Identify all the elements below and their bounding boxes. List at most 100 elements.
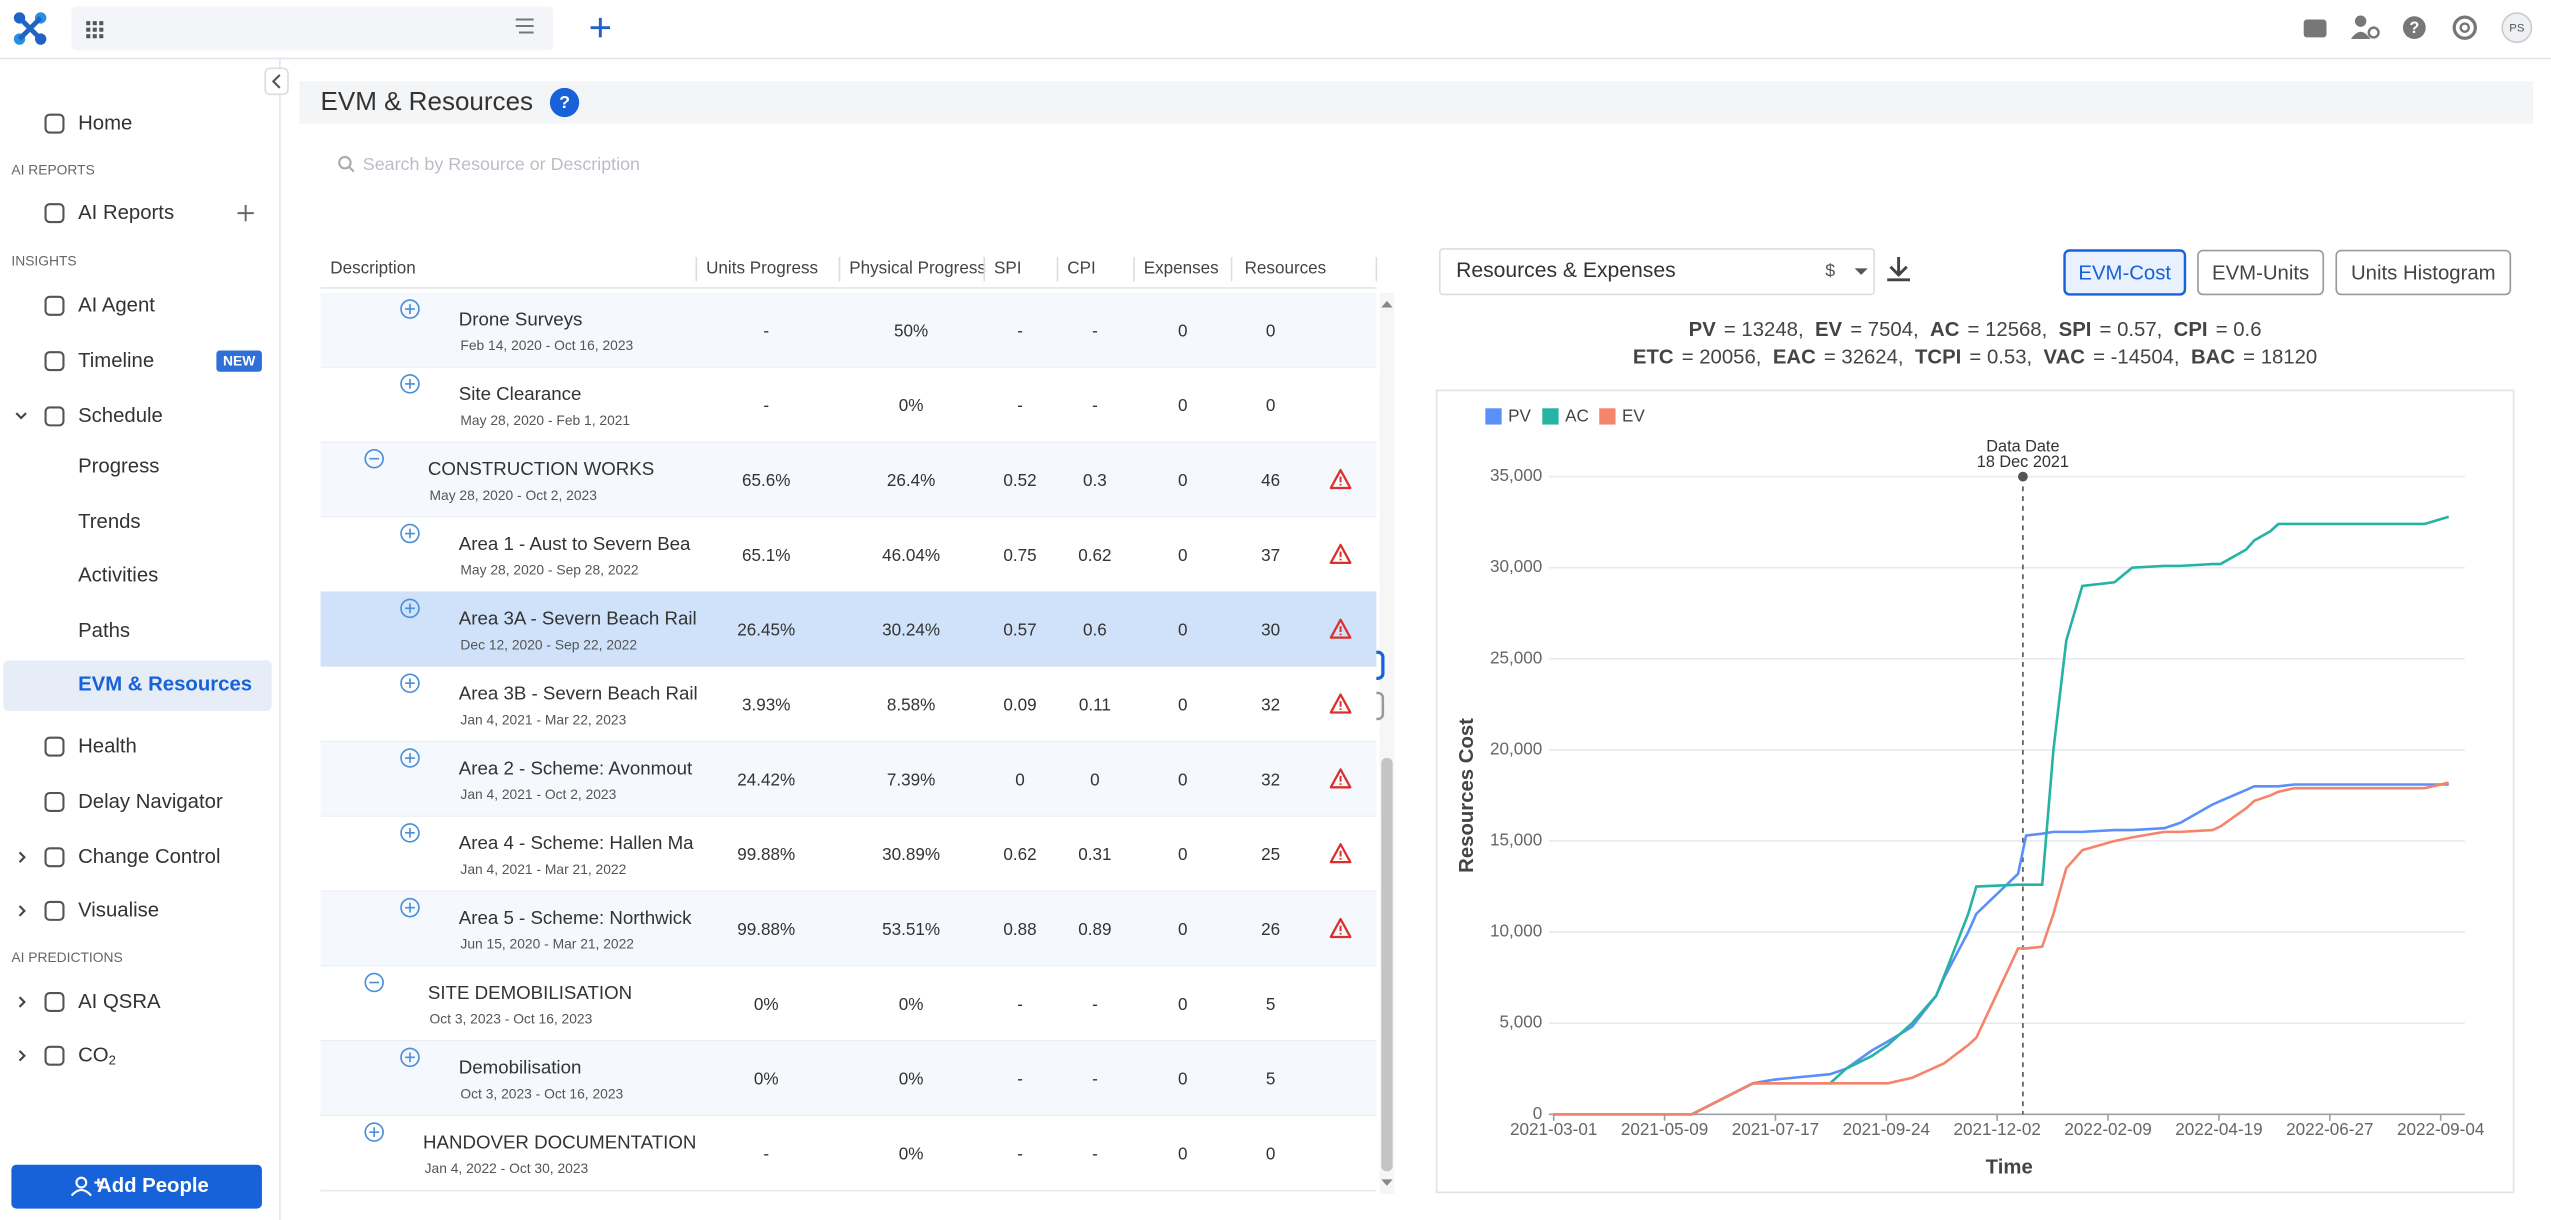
- help-icon[interactable]: ?: [2402, 16, 2426, 40]
- row-toggle-sign: [405, 902, 415, 913]
- row-cell: 50%: [894, 321, 928, 340]
- metric-value: = 0.53,: [1969, 347, 2032, 369]
- warning-icon: [1329, 917, 1352, 939]
- warning-icon: [1329, 543, 1352, 564]
- help-button[interactable]: [549, 87, 580, 118]
- row-cell: 0: [1178, 920, 1188, 939]
- apps-icon[interactable]: [86, 21, 104, 39]
- support-icon[interactable]: [2452, 15, 2477, 40]
- data-date-dot: [2018, 471, 2028, 482]
- row-cell: 53.51%: [882, 920, 940, 939]
- sidebar-item[interactable]: [3, 607, 271, 657]
- row-cell: 0.62: [1078, 546, 1111, 565]
- row-cell: -: [763, 321, 769, 340]
- people-settings-icon[interactable]: [2350, 15, 2380, 40]
- sidebar-item[interactable]: [3, 1031, 271, 1081]
- row-toggle-sign: [369, 1127, 380, 1138]
- list-icon[interactable]: [515, 18, 534, 34]
- sidebar-label: Home: [78, 113, 132, 135]
- row-description: Area 2 - Scheme: Avonmout: [459, 757, 693, 778]
- row-toggle[interactable]: [400, 748, 420, 768]
- scrollbar-thumb[interactable]: [1381, 758, 1393, 1172]
- metric-name: EAC: [1773, 347, 1816, 369]
- table-row[interactable]: [320, 1041, 1377, 1116]
- view-button[interactable]: [2335, 249, 2512, 296]
- add-people-button[interactable]: [11, 1164, 262, 1209]
- row-cell: -: [1092, 396, 1098, 415]
- table-row[interactable]: [320, 741, 1377, 817]
- table-row[interactable]: [320, 966, 1377, 1042]
- row-cell: 0: [1178, 1070, 1188, 1089]
- row-cell: 30.89%: [882, 845, 940, 864]
- sidebar-item[interactable]: [3, 722, 271, 772]
- table-row[interactable]: [320, 292, 1377, 368]
- row-toggle[interactable]: [400, 823, 420, 843]
- row-cell: 3.93%: [742, 695, 790, 714]
- sidebar-item[interactable]: [3, 99, 271, 149]
- row-cell: 0%: [899, 1070, 924, 1089]
- search-icon: [338, 155, 355, 173]
- briefcase-icon[interactable]: [2303, 19, 2327, 38]
- row-toggle[interactable]: [400, 598, 420, 619]
- row-cell: 0: [1178, 321, 1188, 340]
- row-dates: Jan 4, 2021 - Mar 22, 2023: [460, 711, 626, 727]
- view-button[interactable]: [2063, 249, 2187, 296]
- row-cell: 0.09: [1003, 695, 1036, 714]
- row-cell: 46.04%: [882, 546, 940, 565]
- table-row[interactable]: [320, 666, 1377, 742]
- table-row[interactable]: [320, 1115, 1377, 1191]
- view-button-label: EVM-Units: [2212, 262, 2309, 284]
- row-toggle[interactable]: [364, 448, 384, 469]
- row-toggle-sign: [405, 528, 415, 539]
- y-tick-label: 30,000: [1490, 557, 1542, 576]
- row-cell: 46: [1261, 471, 1280, 490]
- row-cell: 0%: [899, 396, 924, 415]
- row-toggle[interactable]: [400, 673, 420, 693]
- row-toggle[interactable]: [400, 523, 420, 544]
- y-tick-label: 25,000: [1490, 648, 1542, 667]
- y-axis-label: Resources Cost: [1456, 718, 1478, 873]
- sidebar-label: Change Control: [78, 846, 220, 868]
- table-row[interactable]: [320, 442, 1377, 518]
- view-button[interactable]: [2197, 249, 2325, 296]
- new-icon[interactable]: [590, 17, 611, 38]
- row-toggle[interactable]: [400, 1047, 420, 1068]
- download-icon[interactable]: [1887, 257, 1910, 282]
- row-toggle[interactable]: [364, 972, 384, 993]
- metric-name: BAC: [2191, 347, 2235, 369]
- table-row[interactable]: [320, 891, 1377, 967]
- row-toggle[interactable]: [400, 374, 420, 394]
- avatar[interactable]: [2501, 12, 2533, 44]
- collapse-button[interactable]: [264, 67, 289, 96]
- view-button-label: EVM-Cost: [2078, 262, 2171, 284]
- workspace-bar[interactable]: [71, 6, 554, 51]
- sidebar-section: AI REPORTS: [11, 161, 94, 177]
- table-row[interactable]: [320, 816, 1377, 892]
- column-header: CPI: [1067, 259, 1095, 278]
- row-toggle[interactable]: [400, 299, 420, 319]
- sidebar-label-text: Progress: [78, 456, 159, 478]
- sidebar-label-text: Home: [78, 113, 132, 135]
- row-cell: 30: [1261, 621, 1280, 640]
- row-cell: 65.1%: [742, 546, 790, 565]
- table-row[interactable]: [320, 592, 1377, 667]
- sidebar-label-text: AI Reports: [78, 202, 174, 224]
- sidebar-section: AI PREDICTIONS: [11, 949, 122, 965]
- row-toggle[interactable]: [364, 1122, 384, 1142]
- table-row[interactable]: [320, 367, 1377, 443]
- metric-value: = 0.57,: [2100, 319, 2163, 341]
- data-date-label: Data Date: [1986, 438, 2059, 456]
- search-placeholder[interactable]: Search by Resource or Description: [363, 154, 640, 174]
- row-description: Area 3B - Severn Beach Rail: [459, 683, 698, 704]
- row-toggle[interactable]: [400, 897, 420, 918]
- x-tick-label: 2021-07-17: [1732, 1120, 1819, 1139]
- add-report[interactable]: [237, 204, 254, 222]
- collapse-arrow: [271, 74, 281, 89]
- row-cell: 0: [1015, 770, 1025, 789]
- metric-value: = 7504,: [1850, 319, 1918, 341]
- dropdown[interactable]: [1439, 248, 1876, 296]
- row-cell: -: [1092, 1144, 1098, 1163]
- row-description: SITE DEMOBILISATION: [428, 982, 632, 1003]
- row-description: Area 5 - Scheme: Northwick: [459, 907, 692, 928]
- table-row[interactable]: [320, 517, 1377, 593]
